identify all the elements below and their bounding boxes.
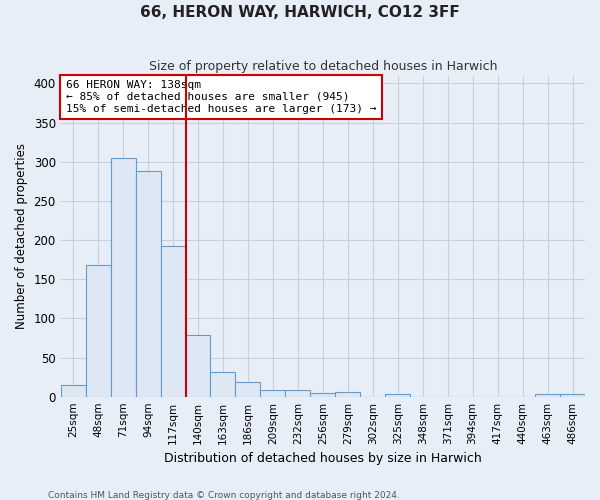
Bar: [335, 392, 360, 396]
Bar: [86, 265, 110, 396]
Bar: [286, 390, 310, 396]
Text: 66 HERON WAY: 138sqm
← 85% of detached houses are smaller (945)
15% of semi-deta: 66 HERON WAY: 138sqm ← 85% of detached h…: [66, 80, 376, 114]
Bar: [61, 385, 86, 396]
Text: 66, HERON WAY, HARWICH, CO12 3FF: 66, HERON WAY, HARWICH, CO12 3FF: [140, 5, 460, 20]
Bar: [136, 171, 161, 396]
Bar: [260, 390, 286, 396]
Text: Contains HM Land Registry data © Crown copyright and database right 2024.: Contains HM Land Registry data © Crown c…: [48, 490, 400, 500]
Title: Size of property relative to detached houses in Harwich: Size of property relative to detached ho…: [149, 60, 497, 73]
Bar: [211, 372, 235, 396]
Bar: [235, 382, 260, 396]
Bar: [161, 246, 185, 396]
Y-axis label: Number of detached properties: Number of detached properties: [15, 143, 28, 329]
Bar: [310, 393, 335, 396]
Bar: [185, 335, 211, 396]
Bar: [110, 158, 136, 396]
Bar: [385, 394, 410, 396]
Bar: [560, 394, 585, 396]
X-axis label: Distribution of detached houses by size in Harwich: Distribution of detached houses by size …: [164, 452, 482, 465]
Bar: [535, 394, 560, 396]
